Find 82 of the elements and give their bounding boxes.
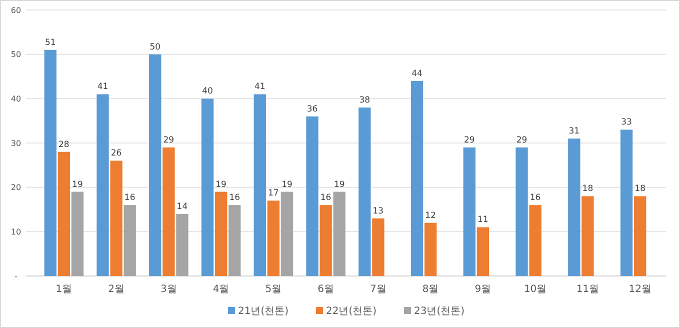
y-tick-label: 20	[10, 183, 22, 192]
data-label: 17	[268, 188, 279, 199]
x-tick-label: 1월	[56, 284, 72, 295]
data-label: 19	[282, 180, 292, 190]
data-label: 18	[582, 184, 594, 194]
data-label: 36	[306, 104, 318, 114]
data-label: 38	[359, 96, 370, 106]
y-tick-label: 30	[10, 138, 22, 148]
data-label: 26	[110, 148, 122, 159]
data-label: 29	[163, 135, 174, 146]
bar	[201, 98, 214, 276]
bar	[306, 116, 318, 276]
data-label: 40	[202, 86, 213, 97]
data-label: 41	[254, 82, 266, 92]
x-tick-label: 2월	[108, 284, 124, 295]
data-label: 13	[372, 206, 384, 216]
data-label: 16	[124, 193, 136, 204]
legend-label: 22년(천톤)	[326, 306, 377, 317]
bar	[582, 196, 594, 276]
bar	[124, 205, 136, 276]
bar	[110, 160, 122, 276]
bar	[568, 138, 580, 276]
bar	[149, 54, 162, 276]
bar	[320, 205, 332, 276]
data-label: 28	[58, 140, 70, 150]
bar	[176, 214, 188, 276]
bar	[214, 192, 228, 276]
bar	[529, 205, 542, 276]
bar	[58, 152, 70, 276]
bar	[162, 147, 175, 276]
y-tick-label: 50	[10, 50, 22, 60]
data-label: 44	[412, 68, 422, 79]
data-label: 51	[44, 38, 56, 48]
data-label: 50	[150, 42, 161, 52]
x-tick-label: 5월	[265, 284, 282, 295]
x-tick-label: 7월	[370, 284, 386, 295]
bar	[228, 205, 241, 276]
x-tick-label: 11월	[576, 284, 600, 295]
data-label: 12	[425, 210, 436, 221]
bar	[280, 192, 294, 276]
y-tick-label: -	[14, 272, 18, 281]
bar	[424, 222, 437, 276]
x-tick-label: 10월	[524, 284, 547, 295]
data-label: 33	[621, 118, 632, 128]
legend-label: 21년(천톤)	[238, 306, 289, 317]
bar	[71, 192, 84, 276]
bar	[634, 196, 646, 276]
data-label: 19	[216, 180, 226, 190]
data-label: 11	[478, 215, 488, 226]
bar	[333, 192, 346, 276]
bar	[44, 50, 56, 276]
x-tick-label: 8월	[422, 284, 439, 295]
bar	[96, 94, 109, 276]
x-tick-label: 9월	[474, 284, 492, 295]
data-label: 19	[72, 180, 83, 190]
data-label: 18	[634, 184, 646, 194]
data-label: 29	[516, 135, 528, 146]
y-tick-label: 40	[10, 94, 22, 104]
bar	[254, 94, 266, 276]
bar	[410, 80, 424, 276]
x-tick-label: 3월	[160, 284, 177, 295]
data-label: 19	[334, 180, 345, 190]
bar	[620, 130, 633, 276]
x-tick-label: 4월	[212, 284, 230, 295]
bar	[358, 108, 371, 276]
data-label: 16	[229, 193, 240, 204]
bar	[476, 227, 490, 276]
y-tick-label: 10	[10, 227, 22, 236]
data-label: 16	[530, 193, 541, 204]
data-label: 29	[464, 135, 475, 146]
y-tick-label: 60	[10, 6, 22, 15]
data-label: 31	[568, 126, 580, 137]
legend-label: 23년(천톤)	[414, 306, 465, 317]
x-tick-label: 6월	[318, 284, 334, 295]
bar	[372, 218, 384, 276]
bar	[463, 147, 476, 276]
data-label: 16	[320, 193, 332, 204]
data-label: 14	[176, 202, 188, 212]
bar	[267, 200, 280, 276]
x-tick-label: 12월	[628, 284, 652, 295]
bar	[516, 147, 528, 276]
data-label: 41	[97, 82, 108, 92]
